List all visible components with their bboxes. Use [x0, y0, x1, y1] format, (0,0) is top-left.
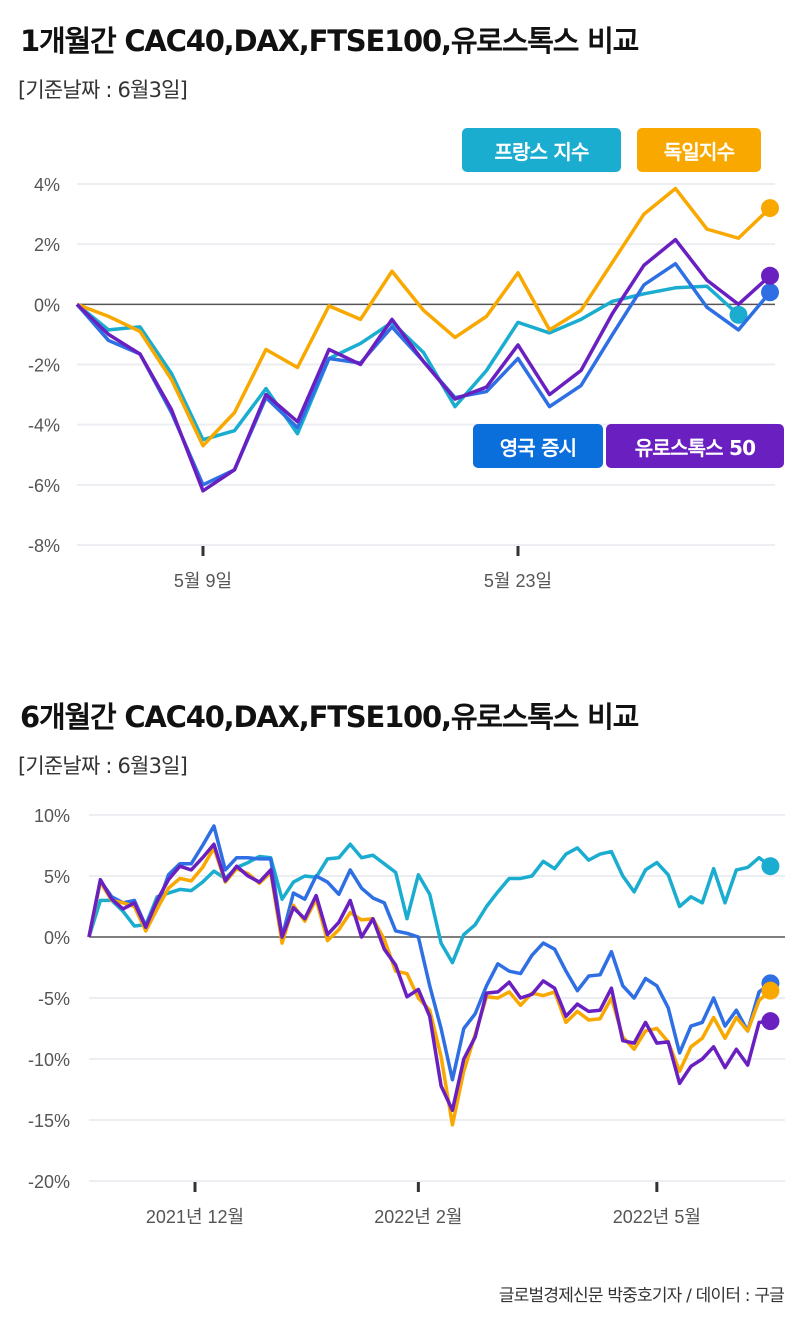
- y-tick-label: 5%: [44, 867, 70, 887]
- y-tick-label: 0%: [44, 928, 70, 948]
- chart2-subtitle: [기준날짜 : 6월3일]: [18, 754, 188, 778]
- series-line-3: [75, 237, 772, 493]
- series-end-dot-1: [761, 199, 779, 218]
- y-tick-label: -10%: [28, 1050, 70, 1070]
- legend-uk: 영국 증시: [473, 424, 603, 468]
- series-end-dot-0: [761, 857, 780, 876]
- series-end-dot-3: [761, 266, 779, 285]
- y-tick-label: -20%: [28, 1172, 70, 1192]
- series-end-dot-0: [729, 305, 748, 324]
- footer-credit: 글로벌경제신문 박중호기자 / 데이터 : 구글: [498, 1286, 785, 1306]
- y-tick-label: -6%: [28, 476, 60, 496]
- y-tick-label: 10%: [34, 806, 70, 826]
- series-line-1: [76, 186, 772, 448]
- chart2-title: 6개월간 CAC40,DAX,FTSE100,유로스톡스 비교: [20, 700, 639, 734]
- y-tick-label: 2%: [34, 235, 60, 255]
- chart2: 10% 5% 0% -5% -10% -15% -20% 2021년 12월 2022년 2월 2…: [28, 806, 785, 1227]
- y-tick-label: 4%: [34, 175, 60, 195]
- series-end-dot-3: [761, 1012, 780, 1031]
- series-line-2: [87, 846, 772, 1127]
- y-tick-label: -2%: [28, 356, 60, 376]
- series-line-0: [75, 284, 740, 442]
- series-line-1: [87, 824, 772, 1082]
- x-tick-label: 2021년 12월: [146, 1207, 244, 1227]
- x-tick-label: 5월 23일: [484, 571, 552, 591]
- legend-eurostoxx: 유로스톡스 50: [606, 424, 784, 468]
- chart1-title: 1개월간 CAC40,DAX,FTSE100,유로스톡스 비교: [20, 24, 639, 58]
- series-end-dot-2: [761, 283, 779, 302]
- series-line-0: [87, 842, 772, 965]
- y-tick-label: -5%: [38, 989, 70, 1009]
- series-end-dot-2: [761, 981, 780, 1000]
- series-line-3: [87, 842, 771, 1112]
- x-tick-label: 5월 9일: [174, 571, 232, 591]
- y-tick-label: 0%: [34, 295, 60, 315]
- y-tick-label: -4%: [28, 416, 60, 436]
- chart1-subtitle: [기준날짜 : 6월3일]: [18, 78, 188, 102]
- y-tick-label: -15%: [28, 1111, 70, 1131]
- x-tick-label: 2022년 2월: [374, 1207, 462, 1227]
- legend-france: 프랑스 지수: [462, 128, 621, 172]
- y-tick-label: -8%: [28, 536, 60, 556]
- x-tick-label: 2022년 5월: [613, 1207, 701, 1227]
- legend-germany: 독일지수: [637, 128, 761, 172]
